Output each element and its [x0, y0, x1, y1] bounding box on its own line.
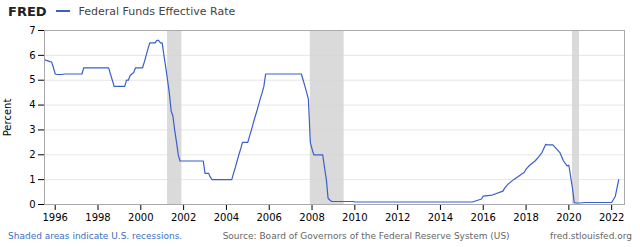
svg-text:2010: 2010	[342, 212, 367, 223]
svg-text:1: 1	[29, 174, 35, 185]
html-text:fred.stlouisfed.org: fred.stlouisfed.org	[550, 231, 632, 241]
svg-text:2020: 2020	[556, 212, 581, 223]
html-text:FRED: FRED	[8, 3, 47, 19]
svg-text:1996: 1996	[42, 212, 67, 223]
svg-text:2014: 2014	[428, 212, 453, 223]
html-text:Source: Board of Governors of: Source: Board of Governors of the Federa…	[222, 231, 510, 241]
svg-text:2004: 2004	[214, 212, 239, 223]
html-text:Shaded areas indicate U.S. rec: Shaded areas indicate U.S. recessions.	[8, 231, 183, 241]
svg-text:2006: 2006	[256, 212, 281, 223]
svg-text:1998: 1998	[85, 212, 110, 223]
svg-text:5: 5	[29, 74, 35, 85]
svg-text:2012: 2012	[385, 212, 410, 223]
svg-text:Percent: Percent	[2, 99, 13, 137]
svg-text:0: 0	[29, 199, 35, 210]
svg-text:2000: 2000	[128, 212, 153, 223]
svg-text:7: 7	[29, 25, 35, 36]
svg-text:2016: 2016	[471, 212, 496, 223]
svg-text:2008: 2008	[299, 212, 324, 223]
svg-text:4: 4	[29, 99, 35, 110]
svg-text:3: 3	[29, 124, 35, 135]
html-text:Federal Funds Effective Rate: Federal Funds Effective Rate	[78, 4, 236, 18]
svg-text:2002: 2002	[171, 212, 196, 223]
svg-text:6: 6	[29, 50, 35, 61]
svg-text:2022: 2022	[599, 212, 624, 223]
svg-text:2: 2	[29, 149, 35, 160]
svg-text:2018: 2018	[513, 212, 538, 223]
